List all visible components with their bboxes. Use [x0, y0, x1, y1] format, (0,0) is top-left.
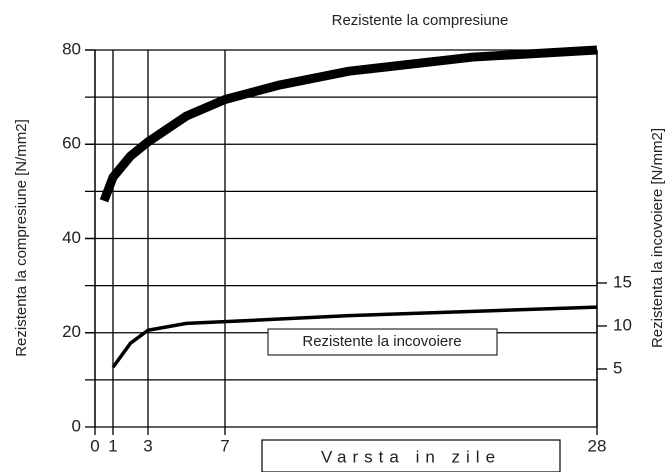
y2-tick-label: 15: [613, 272, 632, 291]
x-tick-label: 0: [90, 436, 99, 455]
series-line: [111, 305, 598, 369]
x-tick-label: 28: [588, 436, 607, 455]
x-tick-label: 7: [220, 436, 229, 455]
x-tick-label: 3: [143, 436, 152, 455]
y-tick-label: 40: [62, 228, 81, 247]
x-tick-label: 1: [108, 436, 117, 455]
x-axis-label: Varsta in zile: [321, 447, 501, 466]
y2-axis-label: Rezistenta la incovoiere [N/mm2]: [649, 128, 666, 348]
y-tick-label: 60: [62, 134, 81, 153]
y-tick-label: 80: [62, 39, 81, 58]
series-line: [99, 45, 598, 203]
annotation-box: [267, 328, 498, 356]
y2-tick-label: 10: [613, 315, 632, 334]
y-tick-label: 20: [62, 322, 81, 341]
y-tick-label: 0: [72, 416, 81, 435]
xlabel-box: [261, 439, 561, 472]
series-label: Rezistente la incovoiere: [302, 333, 461, 350]
y-axis-label: Rezistenta la compresiune [N/mm2]: [13, 119, 30, 357]
y2-tick-label: 5: [613, 358, 622, 377]
series-label: Rezistente la compresiune: [332, 12, 509, 29]
